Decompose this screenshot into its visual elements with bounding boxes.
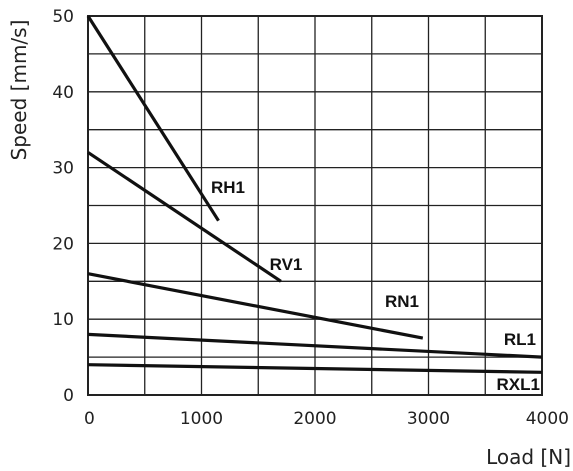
series-lines bbox=[86, 15, 543, 374]
series-label-rxl1: RXL1 bbox=[497, 375, 540, 394]
series-label-rl1: RL1 bbox=[504, 330, 536, 349]
tick-labels: 0 1000 2000 3000 4000 0 10 20 30 40 50 bbox=[52, 7, 569, 429]
series-line-rn1 bbox=[87, 272, 424, 340]
y-tick-label: 20 bbox=[52, 234, 74, 254]
x-tick-label: 4000 bbox=[526, 409, 569, 429]
x-axis-title: Load [N] bbox=[486, 445, 571, 469]
y-tick-label: 0 bbox=[63, 386, 74, 406]
series-line-rl1 bbox=[87, 332, 543, 359]
series-label-rh1: RH1 bbox=[211, 178, 245, 197]
series-line-rv1 bbox=[87, 151, 282, 283]
grid bbox=[88, 16, 542, 395]
x-tick-label: 3000 bbox=[407, 409, 450, 429]
y-tick-label: 40 bbox=[52, 83, 74, 103]
y-axis-title: Speed [mm/s] bbox=[7, 20, 31, 161]
series-line-rxl1 bbox=[87, 363, 543, 374]
x-tick-label: 1000 bbox=[180, 409, 223, 429]
y-tick-label: 50 bbox=[52, 7, 74, 27]
y-tick-label: 10 bbox=[52, 310, 74, 330]
plot-frame bbox=[87, 15, 543, 396]
x-tick-label: 2000 bbox=[293, 409, 336, 429]
series-labels: RH1 RV1 RN1 RL1 RXL1 bbox=[211, 178, 540, 394]
series-label-rv1: RV1 bbox=[270, 255, 303, 274]
series-line-rh1 bbox=[86, 15, 220, 222]
x-tick-label: 0 bbox=[84, 409, 95, 429]
y-tick-label: 30 bbox=[52, 159, 74, 179]
series-label-rn1: RN1 bbox=[385, 292, 419, 311]
